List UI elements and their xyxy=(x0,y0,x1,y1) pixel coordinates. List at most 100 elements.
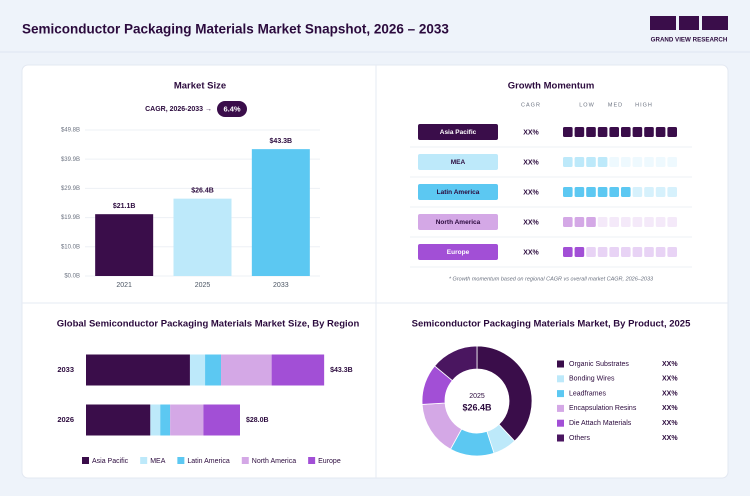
momentum-cell-empty xyxy=(632,157,643,167)
legend-value: XX% xyxy=(662,435,678,442)
legend-swatch xyxy=(241,457,249,464)
momentum-cell-empty xyxy=(667,187,677,197)
logo-block xyxy=(650,16,676,30)
legend-label: Asia Pacific xyxy=(92,458,129,465)
momentum-cell-empty xyxy=(621,217,631,227)
y-tick-label: $49.8B xyxy=(61,128,80,134)
cagr-value: XX% xyxy=(523,219,539,226)
momentum-cell-filled xyxy=(586,157,596,167)
value-label: $26.4B xyxy=(191,187,214,194)
y-tick-label: $29.9B xyxy=(61,186,80,192)
region-label: Asia Pacific xyxy=(440,129,477,136)
x-tick-label: 2033 xyxy=(273,282,289,289)
legend-value: XX% xyxy=(662,420,678,427)
legend-swatch xyxy=(557,360,564,368)
momentum-cell-empty xyxy=(655,217,666,227)
momentum-cell-filled xyxy=(574,157,585,167)
region-label: North America xyxy=(436,219,481,226)
momentum-cell-filled xyxy=(574,217,585,227)
page-title: Semiconductor Packaging Materials Market… xyxy=(22,22,449,37)
momentum-cell-empty xyxy=(655,187,666,197)
chart-title: Global Semiconductor Packaging Materials… xyxy=(57,319,360,330)
momentum-cell-empty xyxy=(667,217,677,227)
bar-segment xyxy=(170,404,204,436)
legend-label: Others xyxy=(569,435,591,442)
y-tick-label: 2026 xyxy=(57,415,74,424)
bar-segment xyxy=(205,354,222,386)
legend-label: Encapsulation Resins xyxy=(569,405,637,412)
logo-text: GRAND VIEW RESEARCH xyxy=(651,37,728,44)
momentum-cell-filled xyxy=(609,187,619,197)
momentum-cell-filled xyxy=(586,217,596,227)
region-label: Europe xyxy=(447,249,470,256)
cagr-value: XX% xyxy=(523,159,539,166)
y-tick-label: 2033 xyxy=(57,365,74,374)
region-pill xyxy=(418,244,498,260)
legend-swatch xyxy=(557,434,564,442)
bar-segment xyxy=(221,354,272,386)
x-tick-label: 2021 xyxy=(116,282,132,289)
momentum-cell-empty xyxy=(644,217,654,227)
cagr-pill xyxy=(217,101,247,117)
momentum-cell-filled xyxy=(667,127,677,137)
y-tick-label: $10.0B xyxy=(61,244,80,250)
bar xyxy=(95,214,154,276)
momentum-cell-filled xyxy=(563,157,573,167)
legend-label: Europe xyxy=(318,458,341,465)
momentum-cell-empty xyxy=(586,247,596,257)
legend-label: Latin America xyxy=(187,458,230,465)
cagr-value: XX% xyxy=(523,129,539,136)
legend-value: XX% xyxy=(662,376,678,383)
column-header: CAGR xyxy=(521,102,541,108)
legend-value: XX% xyxy=(662,361,678,368)
momentum-cell-filled xyxy=(563,217,573,227)
logo-block xyxy=(702,16,728,30)
momentum-cell-filled xyxy=(597,157,608,167)
legend-swatch xyxy=(557,375,564,383)
momentum-cell-filled xyxy=(621,127,631,137)
momentum-cell-filled xyxy=(563,127,573,137)
momentum-cell-filled xyxy=(563,247,573,257)
bar-segment xyxy=(160,404,171,436)
cagr-label: CAGR, 2026-2033 → xyxy=(145,106,212,113)
legend-swatch xyxy=(557,419,564,427)
legend-swatch xyxy=(82,457,89,464)
legend-swatch xyxy=(557,404,564,412)
bar-segment xyxy=(189,354,206,386)
momentum-cell-empty xyxy=(667,247,677,257)
legend-swatch xyxy=(140,457,148,464)
bar xyxy=(173,198,232,276)
momentum-cell-empty xyxy=(609,247,619,257)
legend-value: XX% xyxy=(662,405,678,412)
total-label: $43.3B xyxy=(330,367,353,374)
legend-swatch xyxy=(177,457,185,464)
momentum-cell-empty xyxy=(644,247,654,257)
momentum-cell-empty xyxy=(655,157,666,167)
chart-title: Semiconductor Packaging Materials Market… xyxy=(412,319,691,330)
y-tick-label: $19.9B xyxy=(61,215,80,221)
momentum-cell-filled xyxy=(597,187,608,197)
bar-segment xyxy=(86,404,151,436)
legend-label: Die Attach Materials xyxy=(569,420,632,427)
momentum-cell-empty xyxy=(609,217,619,227)
bar xyxy=(251,149,310,276)
momentum-cell-filled xyxy=(621,187,631,197)
bar-segment xyxy=(86,354,190,386)
momentum-cell-empty xyxy=(621,157,631,167)
legend-swatch xyxy=(557,390,564,398)
momentum-cell-empty xyxy=(621,247,631,257)
bar-segment xyxy=(203,404,240,436)
center-value: $26.4B xyxy=(462,402,492,412)
momentum-cell-empty xyxy=(644,157,654,167)
bar-segment xyxy=(271,354,325,386)
logo-block xyxy=(679,16,699,30)
chart-title: Market Size xyxy=(174,81,226,92)
legend-label: Organic Substrates xyxy=(569,361,629,368)
momentum-cell-filled xyxy=(586,187,596,197)
momentum-cell-filled xyxy=(586,127,596,137)
value-label: $43.3B xyxy=(270,138,293,145)
momentum-cell-filled xyxy=(574,127,585,137)
momentum-cell-empty xyxy=(632,187,643,197)
